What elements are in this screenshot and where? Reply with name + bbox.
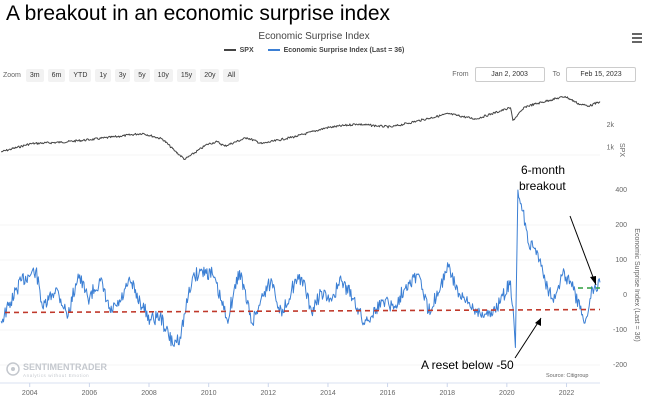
esi-axis: -200 -100 0 100 200 400 bbox=[613, 187, 627, 369]
headline: A breakout in an economic surprise index bbox=[6, 2, 391, 25]
source-note: Source: Citigroup bbox=[546, 373, 589, 379]
esi-series-line bbox=[0, 189, 601, 348]
x-tick-label: 2014 bbox=[320, 390, 336, 397]
date-range-bar: From Jan 2, 2003 To Feb 15, 2023 bbox=[452, 67, 636, 82]
zoom-label: Zoom bbox=[3, 72, 21, 79]
x-tick-label: 2006 bbox=[82, 390, 98, 397]
x-tick-label: 2016 bbox=[380, 390, 396, 397]
esi-tick-label: 100 bbox=[615, 257, 627, 264]
zoom-button-1y[interactable]: 1y bbox=[95, 69, 111, 82]
to-date-input[interactable]: Feb 15, 2023 bbox=[566, 67, 636, 82]
legend-label-esi: Economic Surprise Index (Last = 36) bbox=[283, 47, 405, 54]
zoom-button-all[interactable]: All bbox=[223, 69, 240, 82]
breakout-arrow-head bbox=[590, 276, 596, 285]
breakout-annotation-line2: breakout bbox=[519, 179, 566, 193]
from-label: From bbox=[452, 71, 469, 78]
esi-tick-label: 400 bbox=[615, 187, 627, 194]
watermark-logo-dot bbox=[11, 367, 15, 371]
zoom-button-6m[interactable]: 6m bbox=[47, 69, 66, 82]
from-date-input[interactable]: Jan 2, 2003 bbox=[474, 67, 545, 82]
watermark-tagline: Analytics without Emotion bbox=[23, 373, 89, 378]
spx-tick-label: 2k bbox=[607, 122, 615, 129]
esi-tick-label: -100 bbox=[613, 327, 627, 334]
x-tick-label: 2022 bbox=[559, 390, 575, 397]
legend-item-spx[interactable]: SPX bbox=[223, 47, 254, 54]
spx-series-line bbox=[0, 95, 601, 160]
gridlines bbox=[0, 154, 600, 366]
x-tick-label: 2018 bbox=[439, 390, 455, 397]
zoom-button-ytd[interactable]: YTD bbox=[69, 69, 92, 82]
zoom-bar: Zoom 3m 6m YTD 1y 3y 5y 10y 15y 20y All bbox=[3, 69, 243, 82]
legend-swatch-esi bbox=[267, 49, 280, 52]
esi-axis-label: Economic Surprise Index (Last = 36) bbox=[633, 228, 640, 341]
zoom-button-3y[interactable]: 3y bbox=[114, 69, 131, 82]
x-tick-label: 2008 bbox=[141, 390, 157, 397]
reset-arrow bbox=[514, 317, 542, 359]
zoom-button-3m[interactable]: 3m bbox=[25, 69, 44, 82]
legend-label-spx: SPX bbox=[239, 47, 254, 54]
chart-title: Economic Surprise Index bbox=[258, 31, 370, 42]
x-tick-label: 2020 bbox=[499, 390, 515, 397]
reset-annotation: A reset below -50 bbox=[421, 358, 514, 372]
watermark-name: SENTIMENTRADER bbox=[23, 362, 108, 372]
esi-tick-label: 0 bbox=[623, 292, 627, 299]
legend-item-esi[interactable]: Economic Surprise Index (Last = 36) bbox=[267, 47, 405, 54]
zoom-button-10y[interactable]: 10y bbox=[153, 69, 173, 82]
legend: SPX Economic Surprise Index (Last = 36) bbox=[0, 47, 628, 54]
legend-swatch-spx bbox=[223, 49, 236, 52]
breakout-arrow bbox=[569, 215, 597, 286]
spx-axis: 1k 2k bbox=[607, 122, 615, 152]
reset-arrow-head bbox=[535, 318, 541, 326]
x-tick-label: 2010 bbox=[201, 390, 217, 397]
to-label: To bbox=[552, 71, 560, 78]
esi-tick-label: 200 bbox=[615, 222, 627, 229]
sentimentrader-watermark: SENTIMENTRADER Analytics without Emotion bbox=[6, 362, 108, 378]
spx-axis-label: SPX bbox=[618, 143, 625, 157]
zoom-button-15y[interactable]: 15y bbox=[176, 69, 197, 82]
x-tick-label: 2012 bbox=[260, 390, 276, 397]
x-tick-label: 2004 bbox=[22, 390, 38, 397]
zoom-button-20y[interactable]: 20y bbox=[200, 69, 220, 82]
esi-tick-label: -200 bbox=[613, 362, 627, 369]
breakout-annotation-line1: 6-month bbox=[521, 163, 565, 177]
hamburger-menu-icon[interactable] bbox=[632, 33, 642, 43]
x-axis: 2004 2006 2008 2010 2012 2014 2016 2018 2020 2022 bbox=[0, 382, 600, 397]
watermark-logo-icon bbox=[6, 362, 20, 376]
zoom-button-5y[interactable]: 5y bbox=[134, 69, 150, 82]
reset-threshold-line bbox=[4, 308, 601, 314]
spx-tick-label: 1k bbox=[607, 145, 615, 152]
